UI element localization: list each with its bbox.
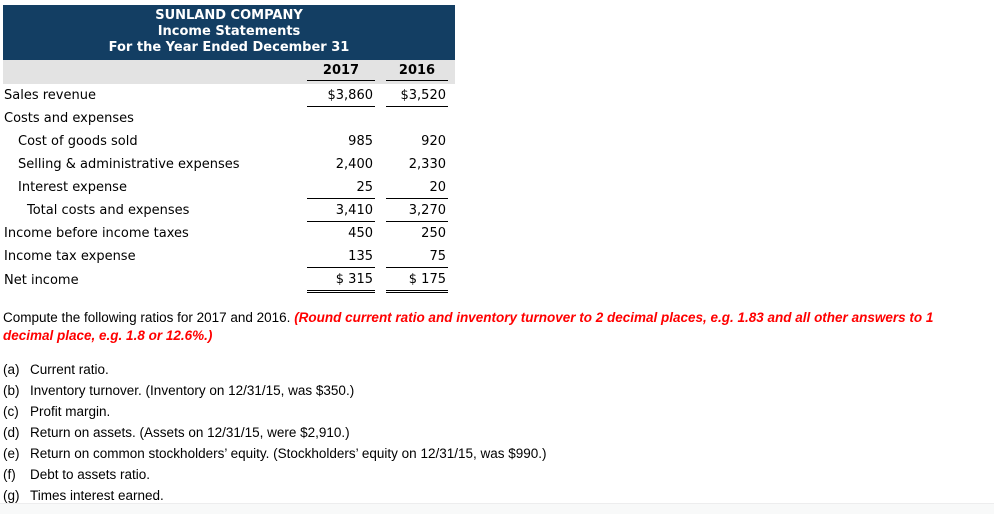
row-label: Interest expense [18, 180, 127, 195]
table-row-cost-of-goods-sold: Cost of goods sold 985 920 [3, 130, 455, 153]
value-2016: $ 175 [386, 268, 448, 293]
list-item-b: (b) Inventory turnover. (Inventory on 12… [3, 380, 983, 401]
value-2016: 75 [386, 245, 448, 268]
table-row-interest-expense: Interest expense 25 20 [3, 176, 455, 199]
table-row-costs-and-expenses: Costs and expenses [3, 107, 455, 130]
list-item-f: (f) Debt to assets ratio. [3, 464, 983, 485]
value-2017: 25 [307, 176, 375, 199]
item-marker: (d) [3, 425, 20, 440]
item-marker: (a) [3, 362, 20, 377]
row-label: Total costs and expenses [27, 203, 190, 218]
list-item-e: (e) Return on common stockholders’ equit… [3, 443, 983, 464]
table-row-total-costs-and-expenses: Total costs and expenses 3,410 3,270 [3, 199, 455, 222]
value-2016: $3,520 [386, 84, 448, 107]
company-name: SUNLAND COMPANY [155, 8, 303, 23]
row-label: Net income [4, 273, 79, 288]
value-2017: $ 315 [307, 268, 375, 293]
row-label: Sales revenue [4, 88, 96, 103]
value-2016: 250 [421, 226, 446, 241]
value-2017: $3,860 [307, 84, 375, 107]
table-row-sales-revenue: Sales revenue $3,860 $3,520 [3, 84, 455, 107]
item-marker: (f) [3, 467, 16, 482]
item-text: Profit margin. [30, 404, 111, 419]
item-text: Return on assets. (Assets on 12/31/15, w… [30, 425, 350, 440]
value-2017: 135 [307, 245, 375, 268]
value-2017: 985 [348, 134, 373, 149]
table-row-net-income: Net income $ 315 $ 175 [3, 268, 455, 293]
item-text: Inventory turnover. (Inventory on 12/31/… [30, 383, 355, 398]
row-label: Costs and expenses [4, 111, 134, 126]
value-2017: 450 [348, 226, 373, 241]
item-text: Return on common stockholders’ equity. (… [30, 446, 547, 461]
list-item-a: (a) Current ratio. [3, 359, 983, 380]
col-header-2016: 2016 [386, 61, 448, 81]
row-label: Selling & administrative expenses [18, 157, 240, 172]
col-header-2017: 2017 [307, 61, 375, 81]
statement-period: For the Year Ended December 31 [108, 40, 350, 55]
item-marker: (c) [3, 404, 19, 419]
table-row-selling-admin-expenses: Selling & administrative expenses 2,400 … [3, 153, 455, 176]
item-marker: (e) [3, 446, 20, 461]
item-marker: (b) [3, 383, 20, 398]
value-2016: 3,270 [386, 199, 448, 222]
statement-title: Income Statements [157, 24, 301, 39]
value-2016: 20 [386, 176, 448, 199]
list-item-c: (c) Profit margin. [3, 401, 983, 422]
table-row-income-tax-expense: Income tax expense 135 75 [3, 245, 455, 268]
row-label: Income tax expense [4, 249, 136, 264]
value-2017: 3,410 [307, 199, 375, 222]
statement-header: SUNLAND COMPANY Income Statements For th… [3, 5, 455, 60]
list-item-g: (g) Times interest earned. [3, 485, 983, 506]
rounding-note: (Round current ratio and inventory turno… [3, 310, 934, 343]
row-label: Income before income taxes [4, 226, 189, 241]
row-label: Cost of goods sold [18, 134, 138, 149]
item-marker: (g) [3, 488, 20, 503]
item-text: Current ratio. [30, 362, 109, 377]
instructions-text: Compute the following ratios for 2017 an… [3, 310, 295, 325]
instructions-paragraph: Compute the following ratios for 2017 an… [3, 309, 983, 345]
item-text: Debt to assets ratio. [30, 467, 151, 482]
item-text: Times interest earned. [30, 488, 164, 503]
income-statement-table: SUNLAND COMPANY Income Statements For th… [3, 5, 455, 293]
ratio-list: (a) Current ratio. (b) Inventory turnove… [3, 359, 983, 506]
value-2016: 2,330 [408, 157, 446, 172]
column-header-row: 2017 2016 [3, 60, 455, 84]
value-2016: 920 [421, 134, 446, 149]
table-row-income-before-taxes: Income before income taxes 450 250 [3, 222, 455, 245]
list-item-d: (d) Return on assets. (Assets on 12/31/1… [3, 422, 983, 443]
value-2017: 2,400 [335, 157, 373, 172]
bottom-divider [0, 503, 994, 514]
